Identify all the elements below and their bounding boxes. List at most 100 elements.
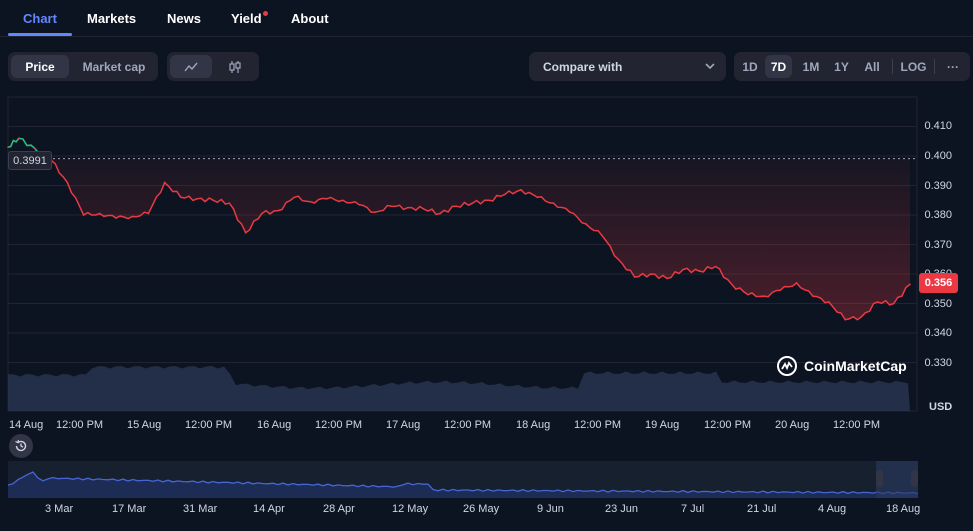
price-point xyxy=(795,282,798,284)
price-point xyxy=(406,206,409,209)
navigator-tick-label: 23 Jun xyxy=(605,503,639,515)
navigator-tick-label: 28 Apr xyxy=(323,503,355,515)
price-point xyxy=(277,209,279,212)
price-point xyxy=(99,212,101,215)
price-point xyxy=(649,273,652,275)
y-tick-label: 0.340 xyxy=(924,327,952,339)
price-point xyxy=(860,315,863,318)
price-point xyxy=(423,208,425,210)
price-point xyxy=(536,196,539,199)
price-point xyxy=(633,276,636,278)
divider xyxy=(934,59,935,74)
navigator-tick-label: 26 May xyxy=(463,503,500,515)
x-tick-label: 12:00 PM xyxy=(56,419,104,431)
price-point xyxy=(374,211,377,213)
y-tick-label: 0.390 xyxy=(924,180,952,192)
price-point xyxy=(552,202,555,204)
range-1y-button[interactable]: 1Y xyxy=(834,59,849,74)
price-point xyxy=(730,283,733,286)
price-point xyxy=(779,289,782,292)
x-tick-label: 15 Aug xyxy=(127,419,162,431)
tab-chart[interactable]: Chart xyxy=(23,11,57,26)
volume-area xyxy=(8,366,910,411)
candlestick-icon xyxy=(229,60,241,73)
navigator-line xyxy=(7,471,919,495)
price-point xyxy=(811,295,814,297)
log-scale-button[interactable]: LOG xyxy=(900,59,927,74)
history-button[interactable] xyxy=(9,434,33,458)
price-point xyxy=(909,283,911,286)
price-area-fill xyxy=(8,158,910,320)
price-point xyxy=(682,268,684,271)
brand-name: CoinMarketCap xyxy=(804,358,907,374)
market-cap-button[interactable]: Market cap xyxy=(82,59,146,74)
line-chart-button[interactable] xyxy=(170,55,212,78)
price-point xyxy=(244,231,247,234)
price-button[interactable]: Price xyxy=(11,55,69,78)
x-tick-label: 12:00 PM xyxy=(444,419,492,431)
price-point xyxy=(163,181,166,184)
volume-bars xyxy=(8,366,910,411)
price-point xyxy=(34,147,36,150)
price-point xyxy=(82,214,85,216)
y-tick-label: 0.410 xyxy=(924,120,952,132)
price-point xyxy=(325,197,328,200)
price-point xyxy=(844,318,846,321)
tab-markets[interactable]: Markets xyxy=(87,11,137,26)
range-7d-button[interactable]: 7D xyxy=(765,55,792,78)
candlestick-button[interactable] xyxy=(214,55,256,78)
price-point xyxy=(601,234,603,237)
navigator-tick-label: 17 Mar xyxy=(112,503,147,515)
price-point xyxy=(504,193,506,196)
price-point xyxy=(196,197,198,200)
price-point xyxy=(131,215,134,218)
reference-price-badge: 0.3991 xyxy=(8,151,52,170)
price-point xyxy=(585,223,587,225)
y-tick-label: 0.400 xyxy=(924,150,952,162)
price-point xyxy=(487,199,490,202)
notification-dot xyxy=(263,11,268,16)
more-options-button[interactable]: ··· xyxy=(947,59,959,74)
price-point xyxy=(18,137,20,140)
tab-news[interactable]: News xyxy=(167,11,201,26)
x-tick-label: 12:00 PM xyxy=(315,419,363,431)
y-tick-label: 0.330 xyxy=(924,357,952,369)
time-range-selector: 1D 7D 1M 1Y All LOG ··· xyxy=(734,52,970,81)
chart-type-toggle xyxy=(167,52,259,81)
price-point xyxy=(455,205,458,207)
price-point xyxy=(309,200,312,203)
price-point xyxy=(180,196,182,199)
navigator-tick-label: 9 Jun xyxy=(537,503,564,515)
range-1d-button[interactable]: 1D xyxy=(742,59,758,74)
x-tick-label: 18 Aug xyxy=(516,419,551,431)
divider xyxy=(892,59,893,74)
navigator-area xyxy=(8,472,918,498)
price-points xyxy=(7,137,911,321)
price-mode-toggle: Price Market cap xyxy=(8,52,158,81)
coinmarketcap-icon xyxy=(777,356,797,376)
navigator-tick-label: 14 Apr xyxy=(253,503,285,515)
x-tick-label: 19 Aug xyxy=(645,419,680,431)
x-tick-label: 16 Aug xyxy=(257,419,292,431)
x-tick-label: 17 Aug xyxy=(386,419,421,431)
compare-with-dropdown[interactable]: Compare with xyxy=(529,52,726,81)
price-point xyxy=(358,203,360,206)
price-point xyxy=(876,301,879,303)
x-tick-label: 12:00 PM xyxy=(185,419,233,431)
x-tick-label: 12:00 PM xyxy=(833,419,881,431)
price-point xyxy=(714,265,717,268)
price-point xyxy=(471,202,474,204)
range-1m-button[interactable]: 1M xyxy=(802,59,820,74)
range-all-button[interactable]: All xyxy=(864,59,880,74)
navigator-handle-right[interactable] xyxy=(911,470,918,487)
price-point xyxy=(66,181,69,184)
tab-yield[interactable]: Yield xyxy=(231,11,262,26)
line-chart-icon xyxy=(184,62,198,71)
compare-with-label: Compare with xyxy=(543,60,623,74)
navigator-tick-label: 7 Jul xyxy=(681,503,705,515)
navigator-handle-left[interactable] xyxy=(876,470,883,487)
tab-about[interactable]: About xyxy=(291,11,329,26)
x-tick-label: 20 Aug xyxy=(775,419,810,431)
price-point xyxy=(520,189,522,191)
